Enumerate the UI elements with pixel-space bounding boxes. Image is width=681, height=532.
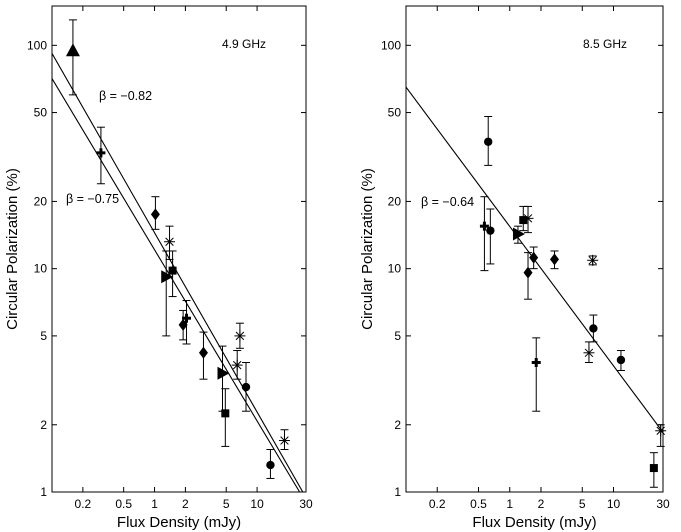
chart-0-plot-frame	[51, 5, 307, 493]
chart-1-x-tick-label: 5	[579, 497, 586, 511]
chart-0-y-tick-label: 5	[40, 329, 47, 343]
panel-8-5-ghz: 0.2 0.5 1 2 5 10 30 1 2 5 10 20 50 100 Flux Density (m…	[359, 5, 670, 531]
chart-1-data-point-circle	[589, 314, 598, 343]
chart-1-x-tick-label: 1	[506, 497, 513, 511]
chart-0-x-axis-title: Flux Density (mJy)	[117, 514, 241, 531]
chart-1-data-point-asterisk	[655, 424, 667, 447]
chart-1-x-tick-label: 2	[538, 497, 545, 511]
chart-0-x-tick-label: 2	[182, 497, 189, 511]
chart-1-data-point-square	[649, 452, 658, 488]
chart-0-x-tick-label: 1	[151, 497, 158, 511]
panel-4-9-ghz: 0.2 0.5 1 2 5 10 30 1 2 5 10 20 50 100 Flux Density (m…	[4, 5, 313, 531]
chart-0-data-point-triangle-right	[161, 250, 174, 337]
chart-0-data-point-plus	[96, 126, 106, 185]
chart-1-x-tick-label: 0.5	[470, 497, 487, 511]
chart-1-plot-frame	[405, 5, 664, 493]
chart-0-x-tick-label: 10	[250, 497, 264, 511]
chart-1-y-tick-label: 20	[388, 194, 402, 208]
chart-0-x-tick-label: 0.2	[75, 497, 92, 511]
chart-0-data-point-asterisk	[231, 350, 243, 380]
chart-0-data-point-asterisk	[234, 322, 246, 349]
chart-0-data-point-square	[221, 388, 230, 447]
chart-0-data-point-asterisk	[164, 225, 176, 260]
chart-0-x-tick-label: 0.5	[115, 497, 132, 511]
chart-0-y-tick-label: 10	[34, 262, 48, 276]
chart-0-data-point-diamond	[150, 196, 160, 230]
chart-0-fit-label: β = −0.75	[66, 192, 119, 206]
chart-0-y-tick-label: 1	[40, 485, 47, 499]
chart-0-frequency-label: 4.9 GHz	[222, 37, 266, 51]
chart-0-data-point-triangle-up	[65, 19, 80, 96]
chart-0-data-point-triangle-right	[217, 345, 230, 412]
chart-1-y-tick-label: 100	[381, 38, 401, 52]
chart-1-y-tick-label: 50	[388, 106, 402, 120]
chart-0-y-axis-title: Circular Polarization (%)	[4, 168, 21, 330]
chart-1-y-tick-label: 2	[394, 418, 401, 432]
chart-1-data-point-asterisk	[587, 254, 599, 266]
chart-1-data-point-circle	[486, 208, 495, 265]
chart-0-data-point-circle	[266, 448, 275, 479]
chart-0-fit-label: β = −0.82	[99, 89, 152, 103]
chart-0-data-point-circle	[241, 362, 251, 412]
chart-1-frequency-label: 8.5 GHz	[583, 37, 627, 51]
chart-0-data-point-asterisk	[278, 429, 290, 450]
chart-0-y-tick-label: 50	[34, 106, 48, 120]
chart-1-fit-label: β = −0.64	[421, 195, 474, 209]
chart-0-x-tick-label: 5	[223, 497, 230, 511]
chart-1-x-tick-label: 10	[607, 497, 621, 511]
chart-0-data-point-diamond	[198, 331, 208, 380]
chart-1-data-point-asterisk	[522, 205, 534, 234]
chart-0-fit-line	[52, 53, 304, 492]
chart-1-data-point-plus	[531, 337, 541, 412]
chart-1-y-tick-label: 1	[394, 485, 401, 499]
chart-1-data-point-diamond	[550, 250, 560, 270]
chart-1-y-tick-label: 10	[388, 262, 402, 276]
chart-0-data-point-diamond	[178, 309, 188, 341]
chart-0-y-tick-label: 100	[27, 38, 47, 52]
chart-1-data-point-triangle-right	[512, 225, 525, 244]
chart-1-data-point-diamond	[523, 252, 533, 300]
chart-0-x-tick-label: 30	[299, 497, 313, 511]
chart-1-x-tick-label: 30	[656, 497, 670, 511]
chart-1-data-point-circle	[616, 350, 626, 371]
chart-1-data-point-plus	[479, 196, 489, 272]
chart-1-data-point-asterisk	[583, 341, 595, 364]
chart-1-data-point-diamond	[529, 246, 539, 270]
chart-1-y-tick-label: 5	[394, 329, 401, 343]
chart-0-fit-line	[52, 78, 301, 492]
chart-0-y-tick-label: 20	[34, 194, 48, 208]
chart-1-x-axis-title: Flux Density (mJy)	[472, 514, 596, 531]
chart-1-y-axis-title: Circular Polarization (%)	[359, 168, 376, 330]
chart-1-x-tick-label: 0.2	[429, 497, 446, 511]
chart-1-data-point-circle	[484, 116, 493, 166]
chart-0-y-tick-label: 2	[40, 418, 47, 432]
